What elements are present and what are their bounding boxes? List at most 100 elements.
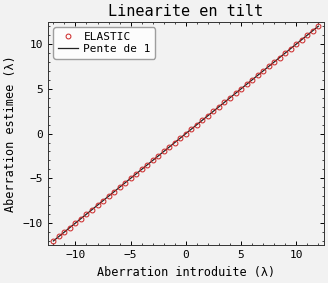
ELASTIC xyxy=(217,105,221,108)
ELASTIC xyxy=(118,186,122,189)
Pente de 1 xyxy=(140,168,144,171)
Pente de 1 xyxy=(79,217,83,220)
ELASTIC xyxy=(267,65,271,68)
Pente de 1 xyxy=(300,38,304,41)
Pente de 1 xyxy=(51,239,55,243)
ELASTIC xyxy=(206,114,210,117)
ELASTIC xyxy=(222,100,226,104)
ELASTIC xyxy=(200,119,204,122)
Pente de 1 xyxy=(267,65,271,68)
ELASTIC xyxy=(228,96,232,100)
Pente de 1 xyxy=(316,25,320,28)
Pente de 1 xyxy=(245,83,249,86)
Pente de 1 xyxy=(234,92,237,95)
Pente de 1 xyxy=(294,42,298,46)
Pente de 1 xyxy=(212,110,215,113)
Pente de 1 xyxy=(134,172,138,175)
Pente de 1 xyxy=(173,141,177,144)
ELASTIC xyxy=(107,194,111,198)
Pente de 1 xyxy=(278,56,282,59)
Pente de 1 xyxy=(289,47,293,50)
ELASTIC xyxy=(294,42,298,46)
ELASTIC xyxy=(62,230,66,234)
ELASTIC xyxy=(101,199,105,202)
Pente de 1 xyxy=(73,221,77,225)
Pente de 1 xyxy=(250,78,254,82)
Line: Pente de 1: Pente de 1 xyxy=(53,26,318,241)
Pente de 1 xyxy=(123,181,127,185)
Pente de 1 xyxy=(167,145,171,149)
Pente de 1 xyxy=(107,194,111,198)
ELASTIC xyxy=(95,203,99,207)
Pente de 1 xyxy=(57,235,61,238)
Pente de 1 xyxy=(256,74,259,77)
Pente de 1 xyxy=(62,230,66,234)
ELASTIC xyxy=(162,150,166,153)
Pente de 1 xyxy=(101,199,105,202)
ELASTIC xyxy=(112,190,116,193)
Pente de 1 xyxy=(261,69,265,73)
Pente de 1 xyxy=(228,96,232,100)
ELASTIC xyxy=(173,141,177,144)
Pente de 1 xyxy=(178,136,182,140)
Pente de 1 xyxy=(68,226,72,229)
ELASTIC xyxy=(289,47,293,50)
ELASTIC xyxy=(156,154,160,158)
ELASTIC xyxy=(311,29,315,32)
ELASTIC xyxy=(272,60,276,64)
Pente de 1 xyxy=(151,159,155,162)
Pente de 1 xyxy=(95,203,99,207)
Pente de 1 xyxy=(85,213,89,216)
ELASTIC xyxy=(283,51,287,55)
ELASTIC xyxy=(278,56,282,59)
Pente de 1 xyxy=(305,33,309,37)
Pente de 1 xyxy=(222,100,226,104)
Pente de 1 xyxy=(184,132,188,135)
ELASTIC xyxy=(234,92,237,95)
Pente de 1 xyxy=(195,123,199,126)
ELASTIC xyxy=(184,132,188,135)
Pente de 1 xyxy=(118,186,122,189)
ELASTIC xyxy=(140,168,144,171)
Pente de 1 xyxy=(239,87,243,91)
Pente de 1 xyxy=(200,119,204,122)
Legend: ELASTIC, Pente de 1: ELASTIC, Pente de 1 xyxy=(53,27,155,59)
Pente de 1 xyxy=(311,29,315,32)
ELASTIC xyxy=(129,177,133,180)
Pente de 1 xyxy=(189,127,193,131)
ELASTIC xyxy=(300,38,304,41)
ELASTIC xyxy=(57,235,61,238)
Y-axis label: Aberration estimee (λ): Aberration estimee (λ) xyxy=(4,55,17,212)
Pente de 1 xyxy=(162,150,166,153)
ELASTIC xyxy=(85,213,89,216)
ELASTIC xyxy=(151,159,155,162)
ELASTIC xyxy=(73,221,77,225)
ELASTIC xyxy=(256,74,259,77)
Pente de 1 xyxy=(283,51,287,55)
ELASTIC xyxy=(79,217,83,220)
ELASTIC xyxy=(145,163,149,167)
ELASTIC xyxy=(167,145,171,149)
Pente de 1 xyxy=(272,60,276,64)
ELASTIC xyxy=(178,136,182,140)
ELASTIC xyxy=(90,208,94,211)
ELASTIC xyxy=(195,123,199,126)
Pente de 1 xyxy=(145,163,149,167)
X-axis label: Aberration introduite (λ): Aberration introduite (λ) xyxy=(97,266,275,279)
ELASTIC xyxy=(245,83,249,86)
ELASTIC xyxy=(68,226,72,229)
ELASTIC xyxy=(261,69,265,73)
Pente de 1 xyxy=(156,154,160,158)
ELASTIC xyxy=(123,181,127,185)
Line: ELASTIC: ELASTIC xyxy=(51,24,321,243)
Title: Linearite en tilt: Linearite en tilt xyxy=(108,4,263,19)
Pente de 1 xyxy=(129,177,133,180)
ELASTIC xyxy=(316,25,320,28)
ELASTIC xyxy=(189,127,193,131)
Pente de 1 xyxy=(206,114,210,117)
ELASTIC xyxy=(212,110,215,113)
ELASTIC xyxy=(134,172,138,175)
Pente de 1 xyxy=(217,105,221,108)
Pente de 1 xyxy=(90,208,94,211)
ELASTIC xyxy=(305,33,309,37)
